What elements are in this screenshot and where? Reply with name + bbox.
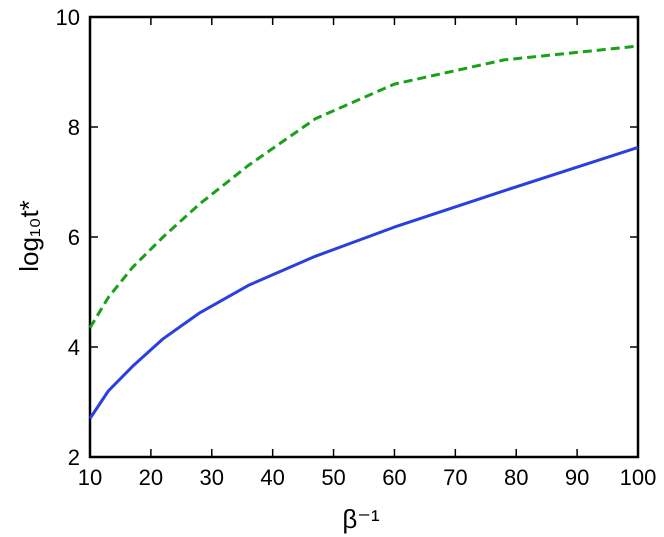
y-tick-label: 6	[68, 225, 80, 250]
x-tick-label: 10	[78, 465, 102, 490]
x-tick-label: 50	[321, 465, 345, 490]
x-tick-label: 80	[504, 465, 528, 490]
x-tick-label: 70	[443, 465, 467, 490]
ticks-layer: 10 20 30 40 50 60 70 80 90 100 2 4 6 8 10	[56, 5, 657, 490]
y-tick-label: 10	[56, 5, 80, 30]
x-tick-label: 40	[260, 465, 284, 490]
series-line-1	[88, 145, 639, 420]
x-axis-label: β⁻¹	[342, 504, 380, 534]
series-layer	[88, 44, 639, 420]
y-tick-label: 4	[68, 335, 80, 360]
x-tick-label: 90	[565, 465, 589, 490]
y-tick-label: 2	[68, 445, 80, 470]
series-line-2	[88, 44, 639, 329]
x-tick-label: 60	[382, 465, 406, 490]
x-tick-label: 100	[620, 465, 657, 490]
x-tick-label: 30	[200, 465, 224, 490]
x-tick-label: 20	[139, 465, 163, 490]
y-axis-label: log₁₀t*	[14, 200, 44, 272]
y-tick-label: 8	[68, 115, 80, 140]
